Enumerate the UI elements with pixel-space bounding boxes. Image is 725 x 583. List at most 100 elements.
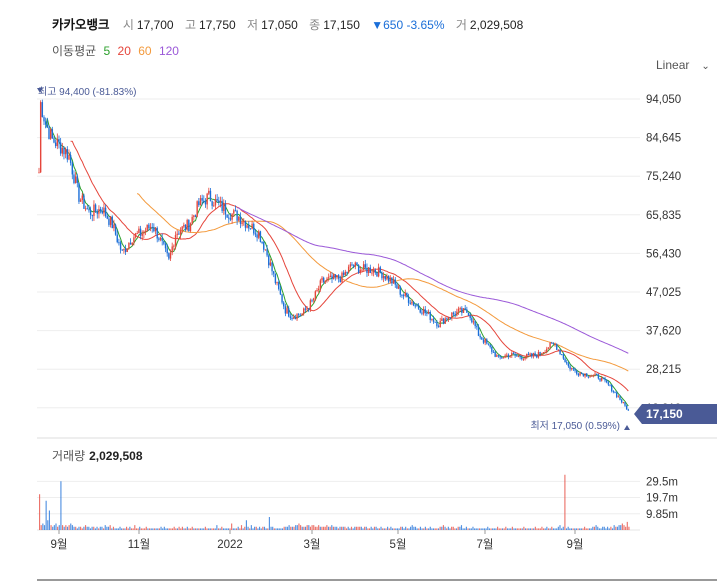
candle-body (173, 245, 175, 247)
candle-body (88, 209, 90, 211)
volume-bar (480, 528, 482, 530)
volume-bar (140, 528, 142, 530)
volume-bar (521, 528, 523, 530)
date-tick-label: 2022 (217, 539, 243, 551)
candle-body (467, 312, 470, 316)
close-label: 종 (309, 18, 321, 32)
candle-body (153, 227, 155, 232)
candle-body (216, 198, 218, 201)
volume-bar (436, 528, 438, 530)
volume-title-value: 2,029,508 (89, 449, 143, 463)
volume-bar (347, 526, 349, 530)
candle-body (399, 286, 401, 295)
candle-body (134, 233, 137, 238)
volume-bar (329, 526, 331, 530)
ma-120-legend[interactable]: 120 (158, 44, 179, 58)
volume-bar (437, 528, 440, 530)
ma-20-legend[interactable]: 20 (117, 44, 131, 58)
candle-body (449, 317, 451, 319)
volume-bar (252, 528, 254, 530)
candle-body (199, 198, 202, 206)
volume-bar (98, 528, 100, 530)
volume-bar (194, 528, 197, 530)
candle-body (432, 318, 435, 322)
volume-bar (332, 526, 335, 530)
volume-bar (53, 525, 55, 530)
candle-body (322, 277, 325, 283)
candle-body (251, 223, 253, 229)
candle-body (512, 353, 515, 355)
candle-body (427, 312, 430, 314)
volume-bar (104, 525, 106, 530)
volume-bar (142, 528, 144, 530)
candle-body (562, 354, 565, 359)
volume-bar (426, 528, 428, 530)
candle-body (572, 368, 575, 370)
volume-bar (262, 526, 264, 530)
volume-bar (201, 528, 203, 530)
candle-body (311, 300, 313, 302)
candle-body (224, 204, 227, 215)
volume-bar (421, 528, 423, 530)
volume-bar (199, 528, 202, 530)
candle-body (371, 272, 373, 274)
date-axis: 9월 11월 2022 3월 5월 7월 9월 (51, 530, 583, 551)
candle-body (584, 373, 586, 377)
candle-body (46, 124, 49, 128)
candle-body (472, 321, 475, 323)
volume-bar (96, 526, 98, 530)
candle-body (332, 274, 335, 280)
candle-body (141, 233, 143, 236)
volume-bar (497, 526, 499, 530)
volume-bar (508, 528, 510, 530)
candle-body (258, 231, 260, 238)
candle-body (397, 286, 400, 289)
volume-bar (572, 528, 574, 530)
low-value: 17,050 (261, 18, 298, 32)
candle-body (108, 218, 110, 225)
volume-bar (354, 526, 356, 530)
volume-bar (258, 526, 261, 530)
volume-bar (324, 526, 326, 530)
open-label: 시 (122, 18, 134, 32)
candle-body (159, 237, 162, 240)
candle-body (594, 373, 596, 375)
candle-body (389, 277, 391, 282)
candle-body (327, 277, 330, 279)
candle-body (266, 249, 268, 256)
candle-body (231, 213, 233, 220)
volume-bar (319, 526, 321, 530)
price-tick-label: 56,430 (646, 248, 681, 260)
volume-bar (564, 474, 566, 530)
moving-average-legend: 이동평균 5 20 60 120 (52, 42, 183, 59)
candle-body (615, 392, 618, 397)
volume-bar (449, 528, 451, 530)
volume-bar (224, 528, 226, 530)
high-label: 고 (184, 18, 196, 32)
candle-body (186, 220, 188, 230)
ma-5-legend[interactable]: 5 (103, 44, 111, 58)
candle-body (339, 278, 342, 283)
ma-60-legend[interactable]: 60 (138, 44, 152, 58)
candle-body (354, 262, 357, 267)
current-price-badge: 17,150 (634, 404, 717, 424)
volume-bar (411, 525, 413, 530)
change-value: ▼650 -3.65% (371, 18, 445, 32)
candle-body (113, 224, 115, 229)
volume-bar (61, 525, 64, 530)
candle-body (416, 305, 418, 307)
candle-body (169, 252, 172, 259)
volume-bar (254, 526, 256, 530)
volume-bar (275, 528, 277, 530)
candle-body (249, 228, 252, 230)
volume-bar (157, 528, 159, 530)
scale-selector[interactable]: Linear ⌄ (656, 58, 710, 72)
candle-body (334, 274, 337, 278)
volume-bar (217, 528, 220, 530)
candle-body (374, 269, 376, 273)
candle-body (600, 377, 603, 381)
candle-body (193, 215, 195, 217)
candle-body (286, 308, 288, 314)
candle-body (464, 308, 466, 310)
